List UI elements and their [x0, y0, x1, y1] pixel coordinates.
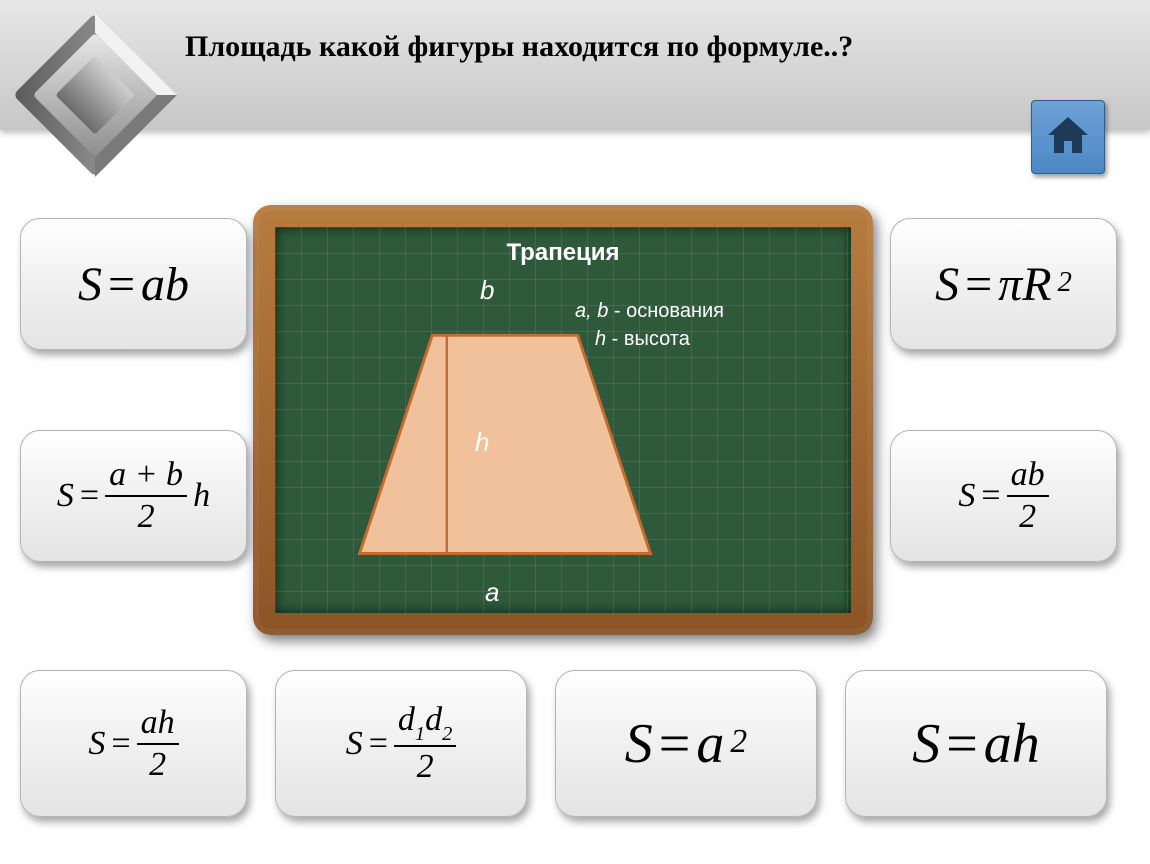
formula-tile-ab-over-2[interactable]: S = ab 2: [890, 430, 1117, 562]
label-h: h: [475, 427, 489, 458]
trapezoid-figure: [295, 282, 715, 602]
page-title: Площадь какой фигуры находится по формул…: [185, 30, 853, 64]
home-icon: [1044, 111, 1092, 164]
formula-tile-square[interactable]: S = a2: [555, 670, 817, 817]
formula-tile-ab[interactable]: S = ab: [20, 218, 247, 350]
label-b: b: [480, 275, 494, 306]
board-shape-title: Трапеция: [275, 239, 851, 267]
formula-tile-trapezoid[interactable]: S= a + b 2 h: [20, 430, 247, 562]
formula-tile-ah-over-2[interactable]: S = ah 2: [20, 670, 247, 817]
formula-tile-diagonals[interactable]: S = d1d2 2: [275, 670, 527, 817]
formula-tile-ah[interactable]: S = ah: [845, 670, 1107, 817]
decorative-logo: [10, 10, 180, 180]
formula-tile-circle[interactable]: S = πR2: [890, 218, 1117, 350]
home-button[interactable]: [1031, 100, 1105, 174]
chalkboard: Трапеция a, b - основания h - высота b a…: [253, 205, 873, 635]
label-a: a: [485, 577, 499, 608]
